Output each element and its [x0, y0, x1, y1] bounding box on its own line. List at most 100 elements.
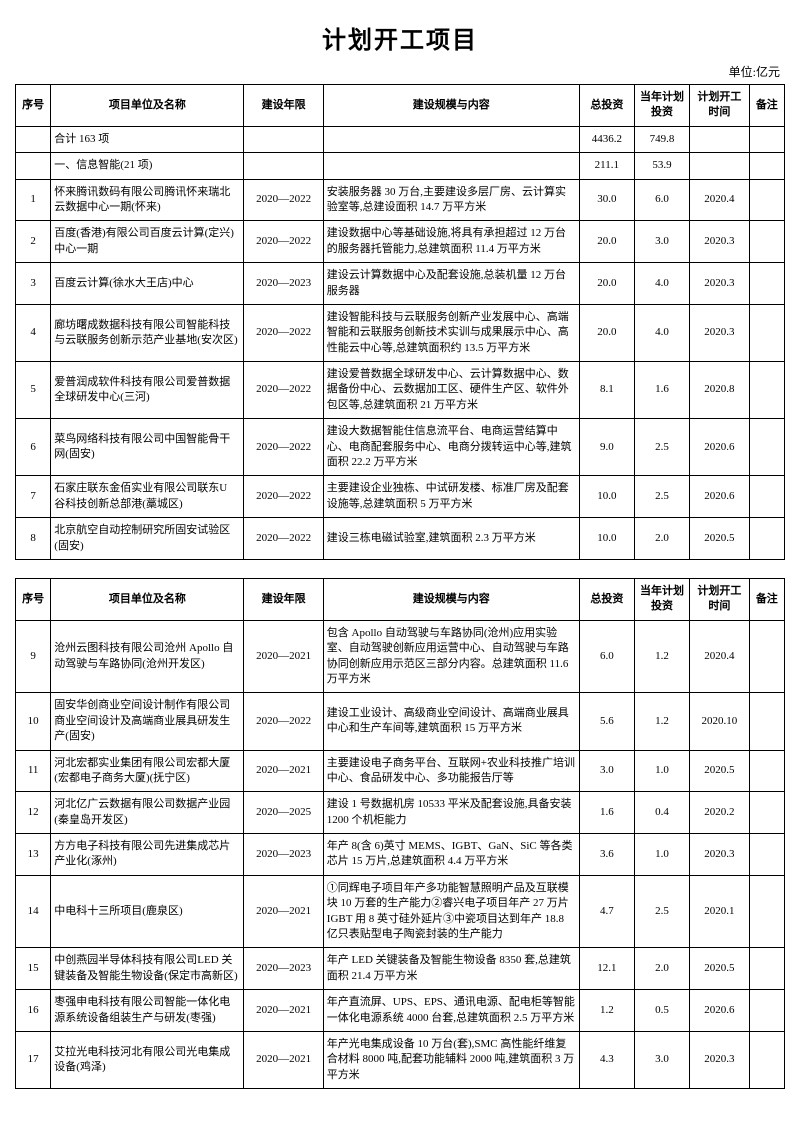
cell-year-inv: 0.4	[634, 792, 689, 834]
category-year-inv: 53.9	[634, 153, 689, 179]
cell-name: 百度(香港)有限公司百度云计算(定兴)中心一期	[51, 221, 244, 263]
table-row: 7石家庄联东金佰实业有限公司联东U 谷科技创新总部港(藁城区)2020—2022…	[16, 476, 785, 518]
header-year-inv: 当年计划投资	[634, 85, 689, 127]
cell-start: 2020.3	[690, 221, 750, 263]
cell-note	[749, 304, 784, 361]
table-row: 10固安华创商业空间设计制作有限公司商业空间设计及高端商业展具研发生产(固安)2…	[16, 693, 785, 750]
cell-period: 2020—2022	[244, 693, 323, 750]
category-label: 一、信息智能(21 项)	[51, 153, 244, 179]
cell-start: 2020.4	[690, 620, 750, 693]
cell-note	[749, 179, 784, 221]
table-row: 11河北宏都实业集团有限公司宏都大厦(宏都电子商务大厦)(抚宁区)2020—20…	[16, 750, 785, 792]
cell-seq: 14	[16, 875, 51, 948]
header-seq: 序号	[16, 85, 51, 127]
cell-name: 河北亿广云数据有限公司数据产业园(秦皇岛开发区)	[51, 792, 244, 834]
cell-seq: 12	[16, 792, 51, 834]
cell-content: 建设云计算数据中心及配套设施,总装机量 12 万台服务器	[323, 263, 579, 305]
header-note: 备注	[749, 85, 784, 127]
header-start: 计划开工时间	[690, 578, 750, 620]
cell-inv: 4.7	[579, 875, 634, 948]
cell-inv: 20.0	[579, 221, 634, 263]
cell-period: 2020—2021	[244, 1031, 323, 1088]
cell-seq: 1	[16, 179, 51, 221]
cell-content: 建设数据中心等基础设施,将具有承担超过 12 万台的服务器托管能力,总建筑面积 …	[323, 221, 579, 263]
cell-start: 2020.5	[690, 948, 750, 990]
total-inv: 4436.2	[579, 126, 634, 152]
table-row: 16枣强申电科技有限公司智能一体化电源系统设备组装生产与研发(枣强)2020—2…	[16, 990, 785, 1032]
cell-name: 河北宏都实业集团有限公司宏都大厦(宏都电子商务大厦)(抚宁区)	[51, 750, 244, 792]
cell-seq: 3	[16, 263, 51, 305]
header-start: 计划开工时间	[690, 85, 750, 127]
cell-start: 2020.3	[690, 1031, 750, 1088]
cell-content: 年产 8(含 6)英寸 MEMS、IGBT、GaN、SiC 等各类芯片 15 万…	[323, 834, 579, 876]
cell-start: 2020.5	[690, 518, 750, 560]
cell-note	[749, 419, 784, 476]
header-period: 建设年限	[244, 578, 323, 620]
cell-content: 主要建设企业独栋、中试研发楼、标准厂房及配套设施等,总建筑面积 5 万平方米	[323, 476, 579, 518]
cell-content: 建设工业设计、高级商业空间设计、高端商业展具中心和生产车间等,建筑面积 15 万…	[323, 693, 579, 750]
header-seq: 序号	[16, 578, 51, 620]
cell-name: 石家庄联东金佰实业有限公司联东U 谷科技创新总部港(藁城区)	[51, 476, 244, 518]
cell-period: 2020—2021	[244, 620, 323, 693]
cell-inv: 12.1	[579, 948, 634, 990]
header-year-inv: 当年计划投资	[634, 578, 689, 620]
cell-period: 2020—2023	[244, 948, 323, 990]
cell-inv: 20.0	[579, 304, 634, 361]
cell-content: 安装服务器 30 万台,主要建设多层厂房、云计算实验室等,总建设面积 14.7 …	[323, 179, 579, 221]
cell-period: 2020—2022	[244, 221, 323, 263]
cell-inv: 1.2	[579, 990, 634, 1032]
table-header-row: 序号 项目单位及名称 建设年限 建设规模与内容 总投资 当年计划投资 计划开工时…	[16, 578, 785, 620]
cell-seq: 11	[16, 750, 51, 792]
cell-seq: 6	[16, 419, 51, 476]
cell-content: 年产 LED 关键装备及智能生物设备 8350 套,总建筑面积 21.4 万平方…	[323, 948, 579, 990]
cell-name: 菜鸟网络科技有限公司中国智能骨干网(固安)	[51, 419, 244, 476]
cell-note	[749, 620, 784, 693]
cell-period: 2020—2022	[244, 518, 323, 560]
cell-period: 2020—2022	[244, 419, 323, 476]
cell-name: 廊坊曙成数据科技有限公司智能科技与云联服务创新示范产业基地(安次区)	[51, 304, 244, 361]
cell-start: 2020.8	[690, 362, 750, 419]
cell-year-inv: 1.6	[634, 362, 689, 419]
cell-name: 固安华创商业空间设计制作有限公司商业空间设计及高端商业展具研发生产(固安)	[51, 693, 244, 750]
table-row: 9沧州云图科技有限公司沧州 Apollo 自动驾驶与车路协同(沧州开发区)202…	[16, 620, 785, 693]
cell-period: 2020—2022	[244, 304, 323, 361]
cell-note	[749, 476, 784, 518]
cell-start: 2020.4	[690, 179, 750, 221]
cell-name: 方方电子科技有限公司先进集成芯片产业化(涿州)	[51, 834, 244, 876]
cell-year-inv: 6.0	[634, 179, 689, 221]
cell-seq: 16	[16, 990, 51, 1032]
cell-start: 2020.3	[690, 304, 750, 361]
cell-note	[749, 792, 784, 834]
cell-year-inv: 2.5	[634, 875, 689, 948]
cell-note	[749, 221, 784, 263]
header-content: 建设规模与内容	[323, 578, 579, 620]
cell-content: 建设智能科技与云联服务创新产业发展中心、高端智能和云联服务创新技术实训与成果展示…	[323, 304, 579, 361]
cell-seq: 8	[16, 518, 51, 560]
cell-inv: 9.0	[579, 419, 634, 476]
cell-name: 怀来腾讯数码有限公司腾讯怀来瑞北云数据中心一期(怀来)	[51, 179, 244, 221]
header-total-inv: 总投资	[579, 578, 634, 620]
cell-year-inv: 1.2	[634, 693, 689, 750]
cell-content: 建设大数据智能住信息流平台、电商运营结算中心、电商配套服务中心、电商分拨转运中心…	[323, 419, 579, 476]
header-content: 建设规模与内容	[323, 85, 579, 127]
cell-inv: 30.0	[579, 179, 634, 221]
cell-seq: 2	[16, 221, 51, 263]
projects-table-1: 序号 项目单位及名称 建设年限 建设规模与内容 总投资 当年计划投资 计划开工时…	[15, 84, 785, 560]
cell-name: 枣强申电科技有限公司智能一体化电源系统设备组装生产与研发(枣强)	[51, 990, 244, 1032]
cell-year-inv: 3.0	[634, 221, 689, 263]
cell-content: 包含 Apollo 自动驾驶与车路协同(沧州)应用实验室、自动驾驶创新应用运营中…	[323, 620, 579, 693]
cell-note	[749, 834, 784, 876]
cell-note	[749, 1031, 784, 1088]
cell-period: 2020—2025	[244, 792, 323, 834]
table-row: 1怀来腾讯数码有限公司腾讯怀来瑞北云数据中心一期(怀来)2020—2022安装服…	[16, 179, 785, 221]
cell-seq: 17	[16, 1031, 51, 1088]
cell-period: 2020—2022	[244, 476, 323, 518]
cell-content: 年产直流屏、UPS、EPS、通讯电源、配电柜等智能一体化电源系统 4000 台套…	[323, 990, 579, 1032]
cell-period: 2020—2021	[244, 750, 323, 792]
cell-note	[749, 693, 784, 750]
table-row: 4廊坊曙成数据科技有限公司智能科技与云联服务创新示范产业基地(安次区)2020—…	[16, 304, 785, 361]
cell-note	[749, 990, 784, 1032]
cell-year-inv: 2.0	[634, 518, 689, 560]
cell-start: 2020.5	[690, 750, 750, 792]
cell-year-inv: 2.5	[634, 419, 689, 476]
